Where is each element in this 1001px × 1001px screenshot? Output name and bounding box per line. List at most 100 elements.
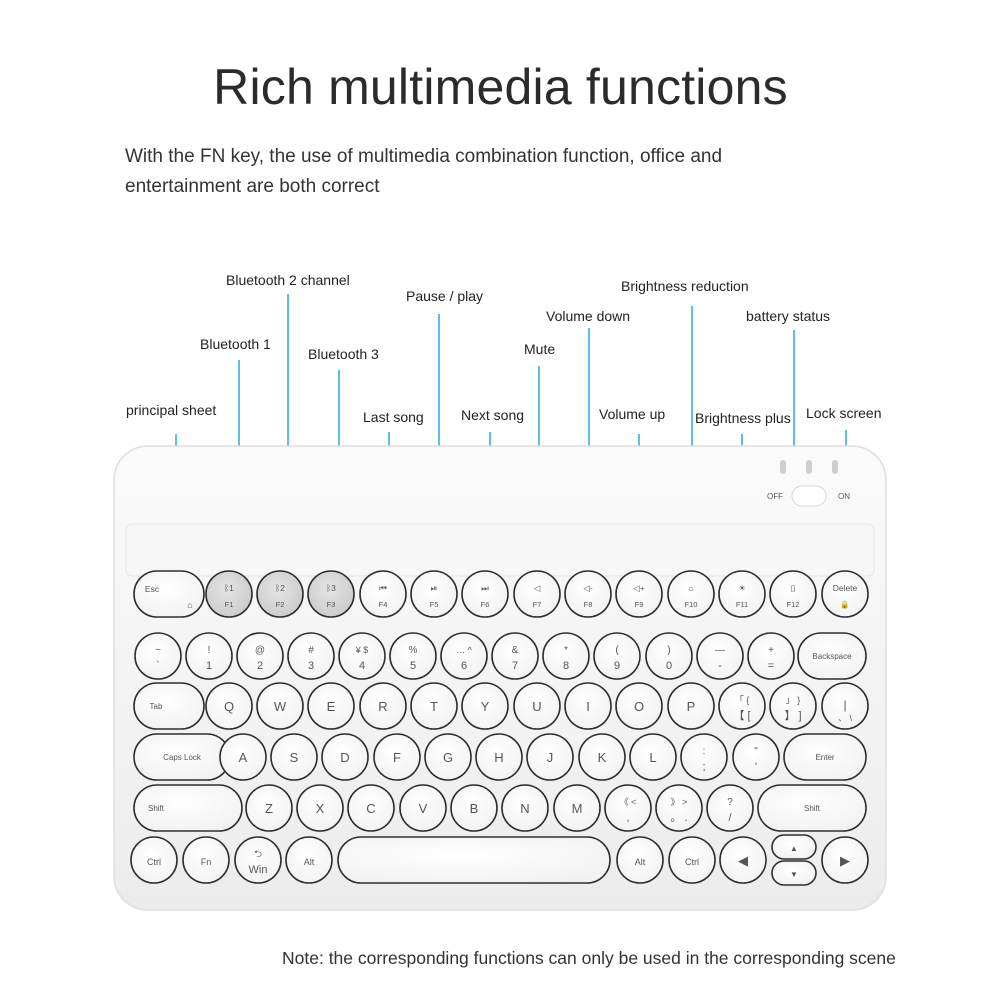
svg-text:#: # xyxy=(308,645,314,656)
keyboard-key: R xyxy=(359,682,407,730)
switch-slider xyxy=(791,485,827,507)
switch-off-label: OFF xyxy=(767,492,783,501)
keyboard-key: B xyxy=(450,784,498,832)
svg-text:F6: F6 xyxy=(481,600,490,609)
svg-text:… ^: … ^ xyxy=(456,645,473,655)
svg-text:H: H xyxy=(494,750,503,765)
keyboard-key: A xyxy=(219,733,267,781)
keyboard-key: H xyxy=(475,733,523,781)
keyboard-key: 「 {【 [ xyxy=(718,682,766,730)
keyboard-key: ◁+ F9 xyxy=(615,570,663,618)
svg-text:1: 1 xyxy=(206,660,212,672)
svg-text:F10: F10 xyxy=(685,600,698,609)
keyboard-key: Caps Lock xyxy=(133,733,231,781)
svg-text:ᛒ1: ᛒ1 xyxy=(224,583,234,593)
svg-text:I: I xyxy=(586,699,590,714)
svg-text:Y: Y xyxy=(481,699,490,714)
svg-text:+: + xyxy=(768,645,774,656)
svg-text:Shift: Shift xyxy=(148,804,165,813)
device-slot xyxy=(125,523,875,577)
page-subtitle: With the FN key, the use of multimedia c… xyxy=(125,146,723,197)
keyboard-key: |、 \ xyxy=(821,682,869,730)
svg-text:Q: Q xyxy=(224,699,234,714)
keyboard-key: Ctrl xyxy=(668,836,716,884)
keyboard-key: @2 xyxy=(236,632,284,680)
callout-label: Lock screen xyxy=(806,405,882,421)
keyboard-key: ☀ F11 xyxy=(718,570,766,618)
svg-text:(: ( xyxy=(615,645,619,656)
keyboard-key: ▼ xyxy=(771,860,817,886)
keyboard-key: ᛒ3 F3 xyxy=(307,570,355,618)
keyboard-key: 」 } 】 ] xyxy=(769,682,817,730)
svg-text:》 >: 》 > xyxy=(671,797,688,807)
svg-text:Alt: Alt xyxy=(635,857,646,867)
callout-label: Bluetooth 3 xyxy=(308,346,379,362)
svg-text:W: W xyxy=(274,699,287,714)
svg-text:、 \: 、 \ xyxy=(838,713,853,723)
svg-text:/: / xyxy=(728,812,732,824)
svg-text:🔒: 🔒 xyxy=(840,600,849,609)
key-grid: Esc⌂ᛒ1F1ᛒ2F2ᛒ3F3⏮F4⏯F5⏭F6◁F7◁-F8◁+F9☼F10… xyxy=(130,570,869,886)
svg-text:&: & xyxy=(512,645,519,656)
keyboard-key: )0 xyxy=(645,632,693,680)
keyboard-key: … ^ 6 xyxy=(440,632,488,680)
keyboard-key: Z xyxy=(245,784,293,832)
keyboard-key: *8 xyxy=(542,632,590,680)
keyboard-key: Fn xyxy=(182,836,230,884)
svg-text:F4: F4 xyxy=(379,600,388,609)
keyboard-key: Delete 🔒 xyxy=(821,570,869,618)
svg-text:!: ! xyxy=(208,645,211,656)
svg-text:,: , xyxy=(626,812,629,824)
svg-text:—: — xyxy=(715,645,725,656)
callout-label: principal sheet xyxy=(126,402,217,418)
svg-text:C: C xyxy=(366,801,375,816)
svg-text:7: 7 xyxy=(512,660,518,672)
keyboard-key: ?/ xyxy=(706,784,754,832)
keyboard-key: T xyxy=(410,682,458,730)
switch-on-label: ON xyxy=(838,492,850,501)
footer-note: Note: the corresponding functions can on… xyxy=(282,948,896,968)
keyboard-key: (9 xyxy=(593,632,641,680)
svg-text:K: K xyxy=(598,750,607,765)
svg-text:%: % xyxy=(409,645,418,656)
svg-text:D: D xyxy=(340,750,349,765)
svg-text:⏭: ⏭ xyxy=(481,583,489,593)
svg-text:Delete: Delete xyxy=(833,583,858,593)
keyboard-key: G xyxy=(424,733,472,781)
callout-label: Next song xyxy=(461,407,525,423)
callout-leader-line xyxy=(287,294,289,580)
svg-text:?: ? xyxy=(727,797,733,808)
svg-text:O: O xyxy=(634,699,644,714)
callout-label: Last song xyxy=(363,409,424,425)
keyboard-key: D xyxy=(321,733,369,781)
keyboard-key: ▲ xyxy=(771,834,817,860)
keyboard-key: "' xyxy=(732,733,780,781)
svg-text:」 }: 」 } xyxy=(786,695,801,705)
svg-text:B: B xyxy=(470,801,479,816)
keyboard-key: F xyxy=(373,733,421,781)
keyboard-key: ◁ F7 xyxy=(513,570,561,618)
svg-text:S: S xyxy=(290,750,299,765)
svg-text:Backspace: Backspace xyxy=(812,652,852,661)
svg-text:¥ $: ¥ $ xyxy=(355,645,369,655)
svg-text:Z: Z xyxy=(265,801,273,816)
callout-leader-line xyxy=(691,306,693,580)
keyboard-key: X xyxy=(296,784,344,832)
svg-text:~: ~ xyxy=(155,645,161,656)
svg-text:N: N xyxy=(520,801,529,816)
svg-text:F3: F3 xyxy=(327,600,336,609)
svg-text:F12: F12 xyxy=(787,600,800,609)
svg-text:】 ]: 】 ] xyxy=(784,709,801,722)
keyboard-key: Esc ⌂ xyxy=(133,570,205,618)
keyboard-key: += xyxy=(747,632,795,680)
keyboard-key: ⏯ F5 xyxy=(410,570,458,618)
keyboard-key: %5 xyxy=(389,632,437,680)
svg-text:⏯: ⏯ xyxy=(431,583,438,593)
svg-text:L: L xyxy=(649,750,656,765)
svg-text:": " xyxy=(754,746,758,757)
svg-text:《 <: 《 < xyxy=(620,797,637,807)
keyboard-key: Backspace xyxy=(797,632,867,680)
keyboard-key: 》 > 。 . xyxy=(655,784,703,832)
svg-text:-: - xyxy=(718,660,722,672)
keyboard-key: N xyxy=(501,784,549,832)
